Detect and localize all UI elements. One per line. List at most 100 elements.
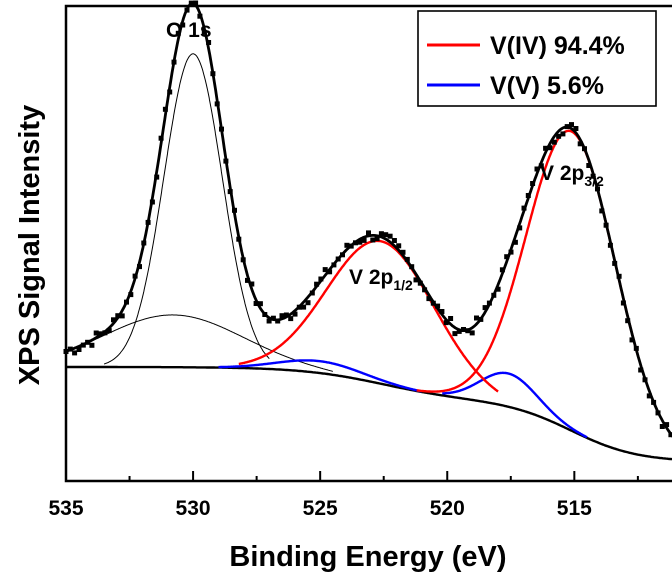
data-point: [569, 122, 574, 128]
data-point: [253, 301, 259, 306]
data-point: [76, 347, 82, 352]
x-tick-label: 525: [303, 497, 338, 520]
data-point: [80, 342, 86, 348]
data-point: [357, 239, 363, 245]
data-point: [469, 330, 475, 336]
data-point: [409, 264, 415, 270]
data-point: [348, 243, 354, 249]
data-point: [633, 345, 639, 351]
data-point: [219, 126, 224, 132]
data-point: [102, 330, 108, 336]
data-point: [340, 252, 345, 258]
data-point: [486, 300, 492, 306]
data-point: [180, 22, 186, 28]
data-point: [659, 424, 665, 429]
legend-label-vv: V(V) 5.6%: [490, 72, 604, 100]
data-point: [391, 238, 397, 243]
data-point: [327, 269, 333, 275]
data-point: [158, 135, 164, 141]
x-axis-ticks: 535 530 525 520 515: [48, 471, 639, 520]
data-point: [512, 239, 518, 245]
data-point: [629, 337, 635, 343]
annotation-v2p32-sub: 3/2: [584, 173, 604, 189]
data-point: [595, 186, 600, 192]
data-point: [534, 166, 540, 172]
data-point: [556, 133, 562, 139]
annotation-v2p12-sub: 1/2: [393, 277, 413, 293]
data-point: [387, 233, 393, 239]
data-point: [288, 316, 294, 322]
annotation-o1s: O 1s: [166, 19, 212, 42]
data-point: [504, 254, 510, 260]
data-point: [128, 292, 134, 298]
data-point: [655, 410, 661, 416]
data-point: [543, 145, 549, 151]
legend-label-viv: V(IV) 94.4%: [490, 32, 625, 60]
data-point: [106, 328, 112, 334]
data-point: [141, 240, 147, 246]
data-point: [508, 249, 514, 255]
data-point: [175, 30, 181, 36]
x-tick-label: 535: [48, 497, 83, 520]
data-point: [465, 328, 471, 334]
x-tick-label: 520: [430, 497, 465, 520]
data-point: [517, 225, 523, 231]
data-point: [586, 163, 592, 168]
data-point: [98, 331, 104, 337]
data-point: [448, 316, 454, 321]
data-point: [262, 312, 268, 317]
data-point: [132, 273, 138, 279]
data-point: [620, 300, 626, 306]
data-point: [474, 315, 479, 321]
x-tick-label: 530: [176, 497, 211, 520]
data-point: [478, 316, 484, 322]
data-point: [270, 315, 276, 321]
annotation-v2p32-main: V 2p: [540, 162, 584, 185]
data-point: [625, 318, 631, 324]
data-point: [612, 260, 618, 266]
vv-2p32-component: [441, 371, 588, 439]
x-tick-label: 515: [557, 497, 592, 520]
data-point: [275, 318, 281, 324]
data-point: [573, 126, 579, 131]
data-point: [551, 139, 557, 145]
data-point: [590, 173, 596, 179]
data-point: [538, 163, 544, 169]
data-point: [335, 256, 341, 262]
data-point: [560, 131, 566, 137]
plot-frame: [64, 4, 672, 483]
data-point: [366, 230, 371, 236]
data-point: [309, 290, 315, 296]
data-point: [115, 313, 121, 319]
data-point: [331, 262, 337, 268]
data-point: [547, 145, 553, 151]
data-point: [417, 280, 423, 286]
data-point: [93, 330, 99, 336]
data-point: [296, 304, 302, 310]
data-point: [111, 317, 116, 323]
data-point: [249, 281, 255, 287]
data-point: [603, 222, 609, 228]
data-point: [413, 277, 419, 283]
data-point: [305, 300, 311, 306]
data-point: [495, 286, 501, 292]
data-point: [344, 242, 350, 248]
data-point: [145, 219, 151, 225]
data-point: [374, 236, 380, 242]
data-point: [210, 71, 216, 77]
data-point: [119, 313, 125, 319]
data-point: [430, 300, 436, 306]
annotation-v2p12-main: V 2p: [349, 266, 393, 289]
data-point: [292, 311, 298, 317]
data-point: [193, 0, 199, 6]
data-point: [149, 199, 155, 205]
data-point: [378, 231, 384, 237]
data-point: [456, 328, 462, 334]
data-point: [137, 264, 142, 270]
data-point: [257, 301, 263, 307]
data-point: [482, 305, 488, 311]
x-axis-title: Binding Energy (eV): [229, 541, 506, 573]
data-point: [599, 208, 605, 214]
data-point: [236, 236, 242, 242]
